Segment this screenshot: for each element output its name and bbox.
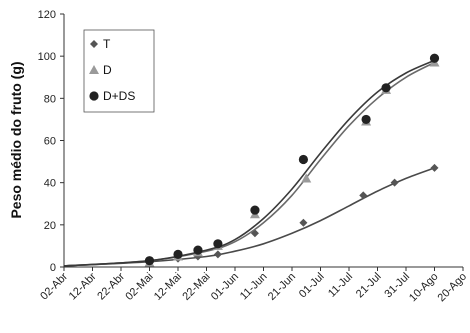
data-point-d-ds (381, 83, 391, 93)
data-point-d-ds (429, 53, 440, 63)
data-point-d-ds (298, 154, 308, 165)
legend-label-d-ds: D+DS (103, 89, 135, 103)
y-tick-label: 20 (44, 220, 56, 232)
y-tick-label: 40 (44, 178, 56, 190)
y-tick-label: 100 (38, 51, 56, 63)
data-point-d (301, 173, 312, 183)
legend-label-t: T (103, 37, 111, 51)
series-d-ds (63, 53, 440, 267)
legend-marker-d (89, 65, 99, 74)
data-point-t (359, 191, 368, 200)
data-point-d-ds (213, 239, 223, 249)
data-point-t (299, 218, 308, 227)
data-point-d-ds (250, 205, 260, 215)
data-point-t (390, 178, 399, 187)
legend-label-d: D (103, 63, 112, 77)
legend-marker-t (90, 40, 98, 48)
data-point-d-ds (361, 114, 371, 125)
data-point-t (193, 252, 202, 261)
legend: TD D+DS (83, 29, 155, 113)
legend-marker-d-ds (89, 91, 99, 101)
y-tick-label: 120 (38, 9, 56, 21)
series-layer (63, 53, 440, 267)
data-point-d-ds (193, 245, 203, 255)
data-point-t (430, 163, 439, 172)
y-tick-label: 60 (44, 136, 56, 148)
data-point-d-ds (144, 256, 155, 266)
y-axis-title: Peso médio do fruto (g) (8, 61, 24, 218)
data-point-t (213, 250, 222, 259)
data-point-d-ds (173, 249, 183, 259)
y-tick-label: 0 (50, 262, 56, 274)
y-tick-label: 80 (44, 93, 56, 105)
